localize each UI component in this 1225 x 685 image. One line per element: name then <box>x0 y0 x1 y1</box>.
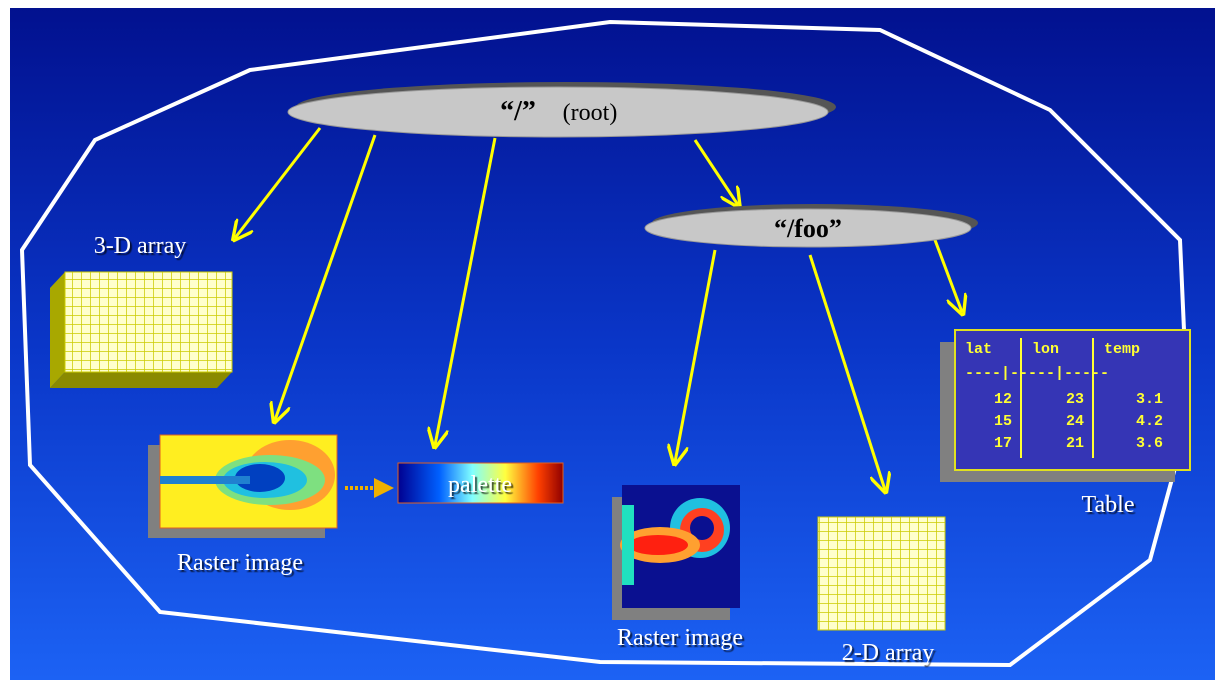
raster-image-1 <box>148 435 337 538</box>
diagram: “/” (root) “/foo” 3-D array Raster image… <box>0 0 1225 685</box>
node-label: 2-D array <box>842 640 935 666</box>
table-header: lat <box>965 341 992 358</box>
table-cell: 24 <box>1066 413 1084 430</box>
table-cell: 21 <box>1066 435 1084 452</box>
root-note: (root) <box>563 100 618 126</box>
array-3d <box>50 272 232 388</box>
node-label: 3-D array <box>94 233 187 259</box>
table-cell: 17 <box>994 435 1012 452</box>
table-cell: 12 <box>994 391 1012 408</box>
table-separator: ----|-----|----- <box>965 365 1109 382</box>
table-cell: 3.1 <box>1136 391 1163 408</box>
table-header: lon <box>1032 341 1059 358</box>
raster-image-2 <box>612 485 740 620</box>
foo-label: “/foo” <box>774 214 842 243</box>
table-cell: 23 <box>1066 391 1084 408</box>
table-cell: 3.6 <box>1136 435 1163 452</box>
foo-group: “/foo” <box>645 204 978 247</box>
array-2d <box>818 517 945 630</box>
table-cell: 15 <box>994 413 1012 430</box>
node-label: Table <box>1082 492 1135 518</box>
node-label: palette <box>448 472 512 498</box>
table-header: temp <box>1104 341 1140 358</box>
root-group: “/” (root) <box>288 82 836 137</box>
node-label: Raster image <box>177 550 303 576</box>
node-label: Raster image <box>617 625 743 651</box>
table-cell: 4.2 <box>1136 413 1163 430</box>
root-label: “/” <box>500 96 536 127</box>
